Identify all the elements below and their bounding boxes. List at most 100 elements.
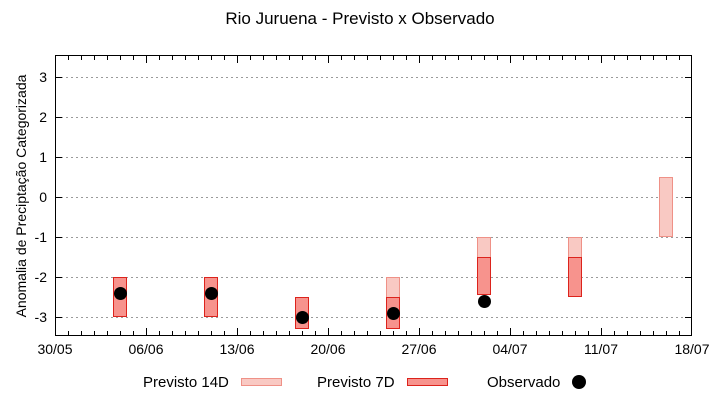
y-tick-label: 1	[39, 149, 47, 165]
x-minor-tick-top	[393, 56, 394, 60]
observado-dot	[477, 294, 491, 308]
x-minor-tick	[68, 331, 69, 335]
x-minor-tick	[458, 331, 459, 335]
y-tick-label: -3	[34, 309, 47, 325]
x-minor-tick-top	[497, 56, 498, 60]
x-major-tick-top	[328, 56, 329, 63]
x-minor-tick	[549, 331, 550, 335]
x-minor-tick	[653, 331, 654, 335]
x-minor-tick-top	[224, 56, 225, 60]
y-tick-right	[685, 197, 691, 198]
gridline-y-1	[56, 157, 691, 158]
x-minor-tick	[172, 331, 173, 335]
x-minor-tick-top	[367, 56, 368, 60]
gridline-y--2	[56, 277, 691, 278]
x-minor-tick-top	[588, 56, 589, 60]
x-minor-tick	[484, 331, 485, 335]
observado-dot	[386, 306, 400, 320]
x-minor-tick-top	[640, 56, 641, 60]
y-tick-label: -2	[34, 269, 47, 285]
y-tick-right	[685, 77, 691, 78]
x-minor-tick-top	[679, 56, 680, 60]
x-minor-tick	[302, 331, 303, 335]
gridline-y--3	[56, 317, 691, 318]
previsto-7d-bar	[568, 257, 582, 297]
x-minor-tick-top	[666, 56, 667, 60]
previsto-14d-bar	[659, 177, 673, 237]
x-minor-tick-top	[94, 56, 95, 60]
x-minor-tick	[341, 331, 342, 335]
x-tick-label: 11/07	[584, 341, 618, 357]
y-tick-right	[685, 277, 691, 278]
x-minor-tick-top	[653, 56, 654, 60]
x-minor-tick	[380, 331, 381, 335]
x-minor-tick-top	[536, 56, 537, 60]
x-minor-tick	[224, 331, 225, 335]
x-tick-label: 18/07	[674, 341, 710, 357]
gridline-y-0	[56, 197, 691, 198]
x-minor-tick	[406, 331, 407, 335]
observado-dot-icon	[572, 375, 587, 389]
x-major-tick-top	[146, 56, 147, 63]
x-major-tick	[510, 328, 511, 335]
x-major-tick-top	[510, 56, 511, 63]
y-tick-label: 3	[39, 69, 47, 85]
x-minor-tick	[354, 331, 355, 335]
x-minor-tick-top	[614, 56, 615, 60]
x-minor-tick	[133, 331, 134, 335]
x-minor-tick-top	[549, 56, 550, 60]
x-minor-tick	[289, 331, 290, 335]
x-minor-tick	[120, 331, 121, 335]
x-minor-tick	[263, 331, 264, 335]
x-minor-tick	[523, 331, 524, 335]
y-tick-label: 2	[39, 109, 47, 125]
x-minor-tick-top	[341, 56, 342, 60]
x-minor-tick	[627, 331, 628, 335]
x-minor-tick-top	[289, 56, 290, 60]
x-minor-tick	[81, 331, 82, 335]
x-minor-tick	[276, 331, 277, 335]
x-major-tick-top	[419, 56, 420, 63]
x-minor-tick-top	[172, 56, 173, 60]
legend-label-observado: Observado	[487, 373, 561, 391]
legend-item-previsto-14d: Previsto 14D	[143, 372, 282, 392]
x-minor-tick	[211, 331, 212, 335]
x-minor-tick-top	[120, 56, 121, 60]
y-tick-left	[56, 197, 62, 198]
x-minor-tick-top	[432, 56, 433, 60]
x-minor-tick	[185, 331, 186, 335]
legend-item-observado: Observado	[487, 372, 587, 392]
x-major-tick	[601, 328, 602, 335]
y-tick-left	[56, 157, 62, 158]
x-minor-tick-top	[302, 56, 303, 60]
x-minor-tick-top	[627, 56, 628, 60]
x-minor-tick	[679, 331, 680, 335]
x-minor-tick	[497, 331, 498, 335]
x-major-tick	[237, 328, 238, 335]
x-major-tick	[328, 328, 329, 335]
observado-dot	[295, 310, 309, 324]
x-minor-tick	[94, 331, 95, 335]
observado-dot	[204, 286, 218, 300]
y-tick-right	[685, 237, 691, 238]
x-tick-label: 30/05	[37, 341, 73, 357]
previsto-7d-bar	[477, 257, 491, 295]
x-minor-tick	[432, 331, 433, 335]
x-minor-tick-top	[380, 56, 381, 60]
x-minor-tick	[198, 331, 199, 335]
x-minor-tick	[250, 331, 251, 335]
x-tick-label: 20/06	[310, 341, 346, 357]
x-minor-tick-top	[263, 56, 264, 60]
x-minor-tick-top	[198, 56, 199, 60]
x-minor-tick	[471, 331, 472, 335]
x-minor-tick	[367, 331, 368, 335]
x-minor-tick	[666, 331, 667, 335]
x-minor-tick-top	[81, 56, 82, 60]
x-tick-label: 06/06	[128, 341, 164, 357]
x-major-tick-top	[237, 56, 238, 63]
x-minor-tick-top	[68, 56, 69, 60]
y-tick-label: 0	[39, 189, 47, 205]
x-minor-tick	[445, 331, 446, 335]
x-minor-tick-top	[406, 56, 407, 60]
